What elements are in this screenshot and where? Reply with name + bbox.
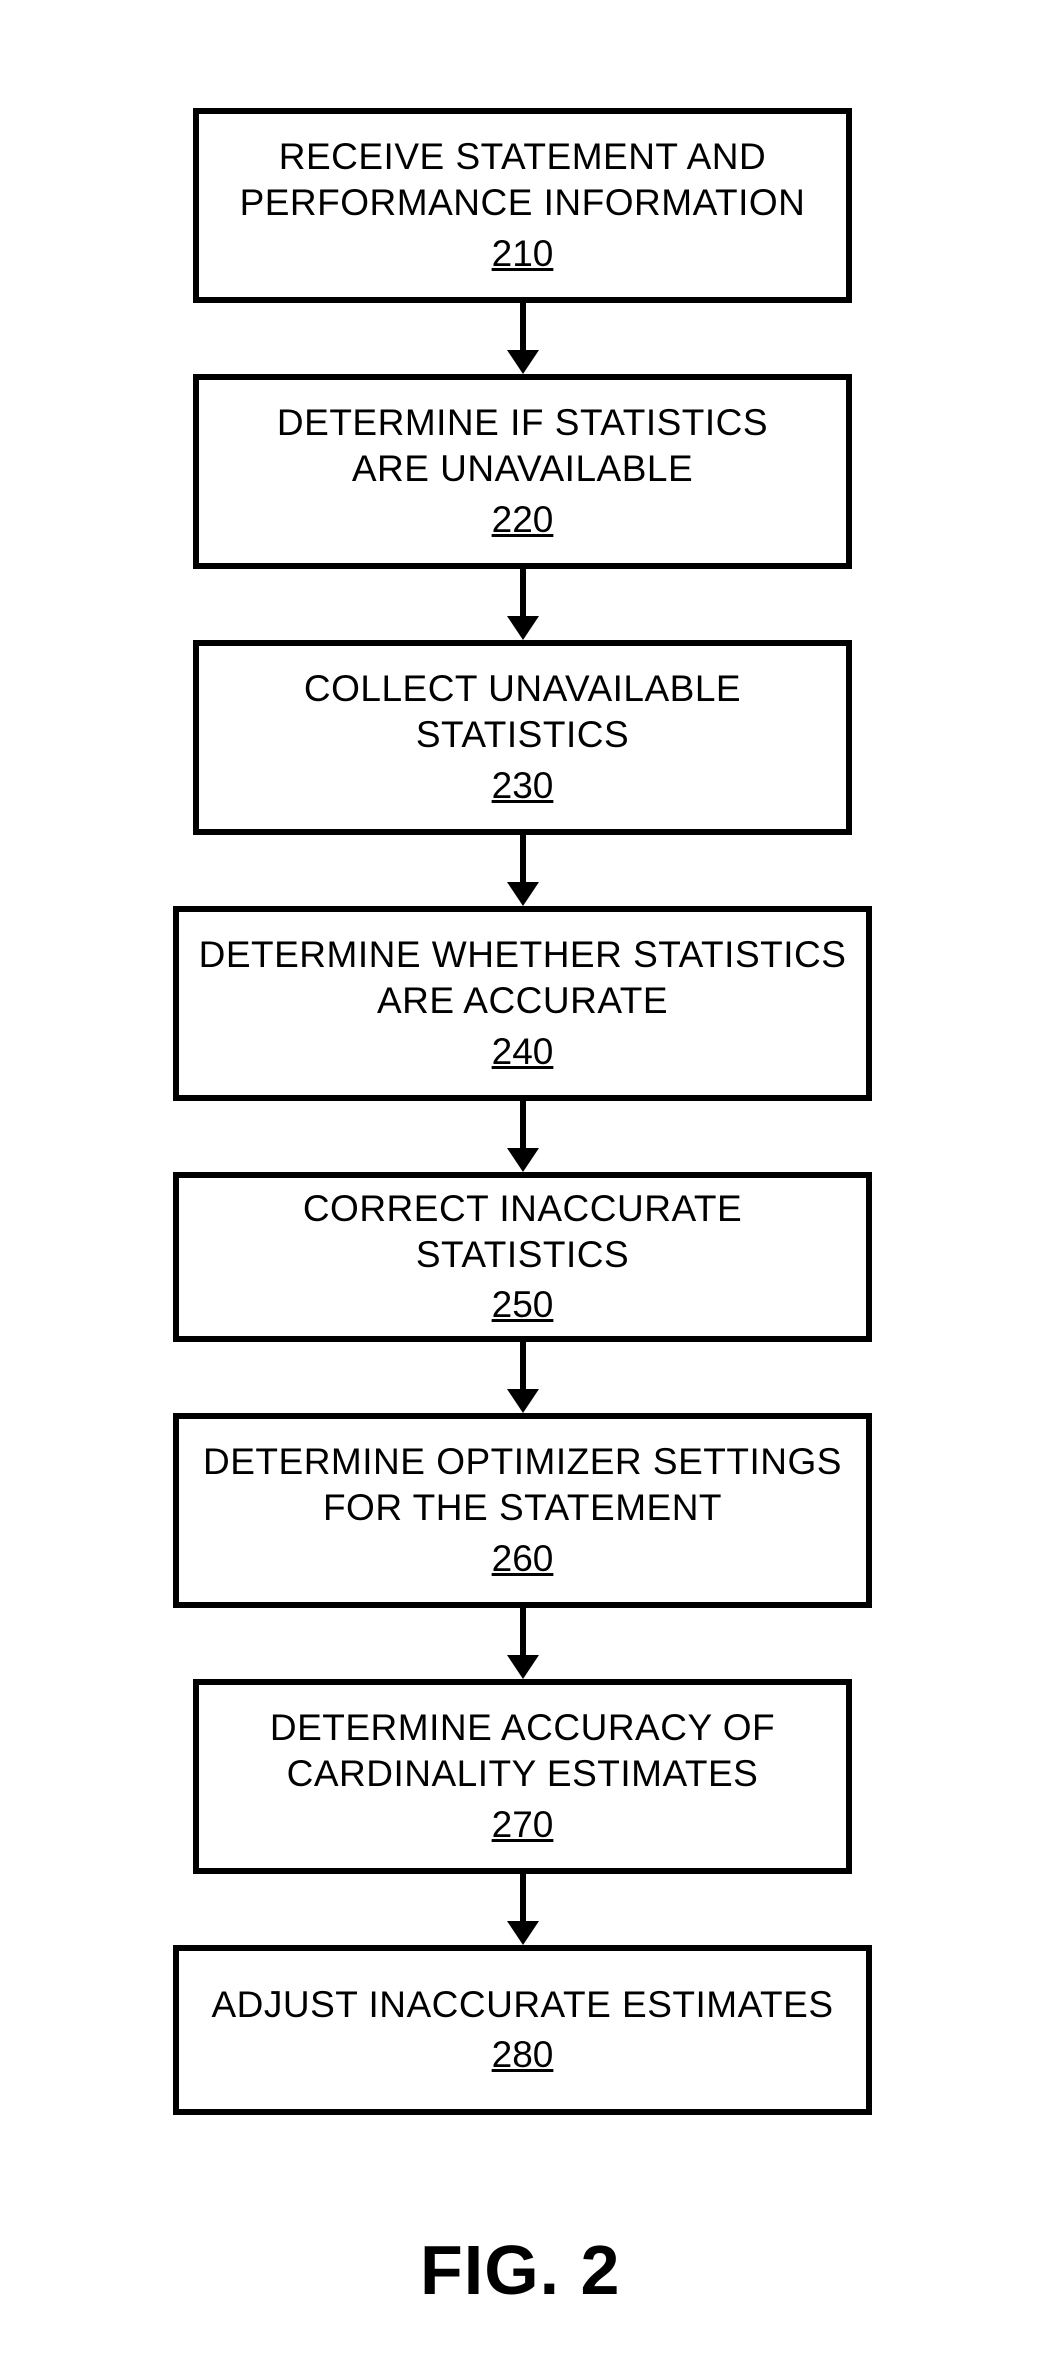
flow-node-label: DETERMINE OPTIMIZER SETTINGS FOR THE STA… [203,1439,842,1532]
flow-node-210: RECEIVE STATEMENT AND PERFORMANCE INFORM… [193,108,852,303]
flow-node-260: DETERMINE OPTIMIZER SETTINGS FOR THE STA… [173,1413,872,1608]
flow-node-230: COLLECT UNAVAILABLE STATISTICS230 [193,640,852,835]
flow-node-ref: 280 [492,2032,554,2078]
flow-node-label: DETERMINE ACCURACY OF CARDINALITY ESTIMA… [270,1705,775,1798]
flow-node-ref: 240 [492,1029,554,1075]
flow-node-240: DETERMINE WHETHER STATISTICS ARE ACCURAT… [173,906,872,1101]
flow-node-ref: 260 [492,1536,554,1582]
flow-node-ref: 210 [492,231,554,277]
flow-node-label: COLLECT UNAVAILABLE STATISTICS [304,666,741,759]
flow-node-220: DETERMINE IF STATISTICS ARE UNAVAILABLE2… [193,374,852,569]
flow-node-ref: 270 [492,1802,554,1848]
flow-node-ref: 230 [492,763,554,809]
flowchart-canvas: FIG. 2 RECEIVE STATEMENT AND PERFORMANCE… [0,0,1057,2376]
figure-label: FIG. 2 [420,2230,620,2310]
flow-node-280: ADJUST INACCURATE ESTIMATES280 [173,1945,872,2115]
flow-node-250: CORRECT INACCURATE STATISTICS250 [173,1172,872,1342]
flow-node-label: DETERMINE IF STATISTICS ARE UNAVAILABLE [277,400,768,493]
flow-node-ref: 250 [492,1282,554,1328]
flow-node-label: DETERMINE WHETHER STATISTICS ARE ACCURAT… [199,932,847,1025]
flow-node-270: DETERMINE ACCURACY OF CARDINALITY ESTIMA… [193,1679,852,1874]
flow-node-label: ADJUST INACCURATE ESTIMATES [211,1982,833,2028]
flow-node-label: CORRECT INACCURATE STATISTICS [197,1186,848,1279]
flow-node-ref: 220 [492,497,554,543]
flow-node-label: RECEIVE STATEMENT AND PERFORMANCE INFORM… [240,134,806,227]
